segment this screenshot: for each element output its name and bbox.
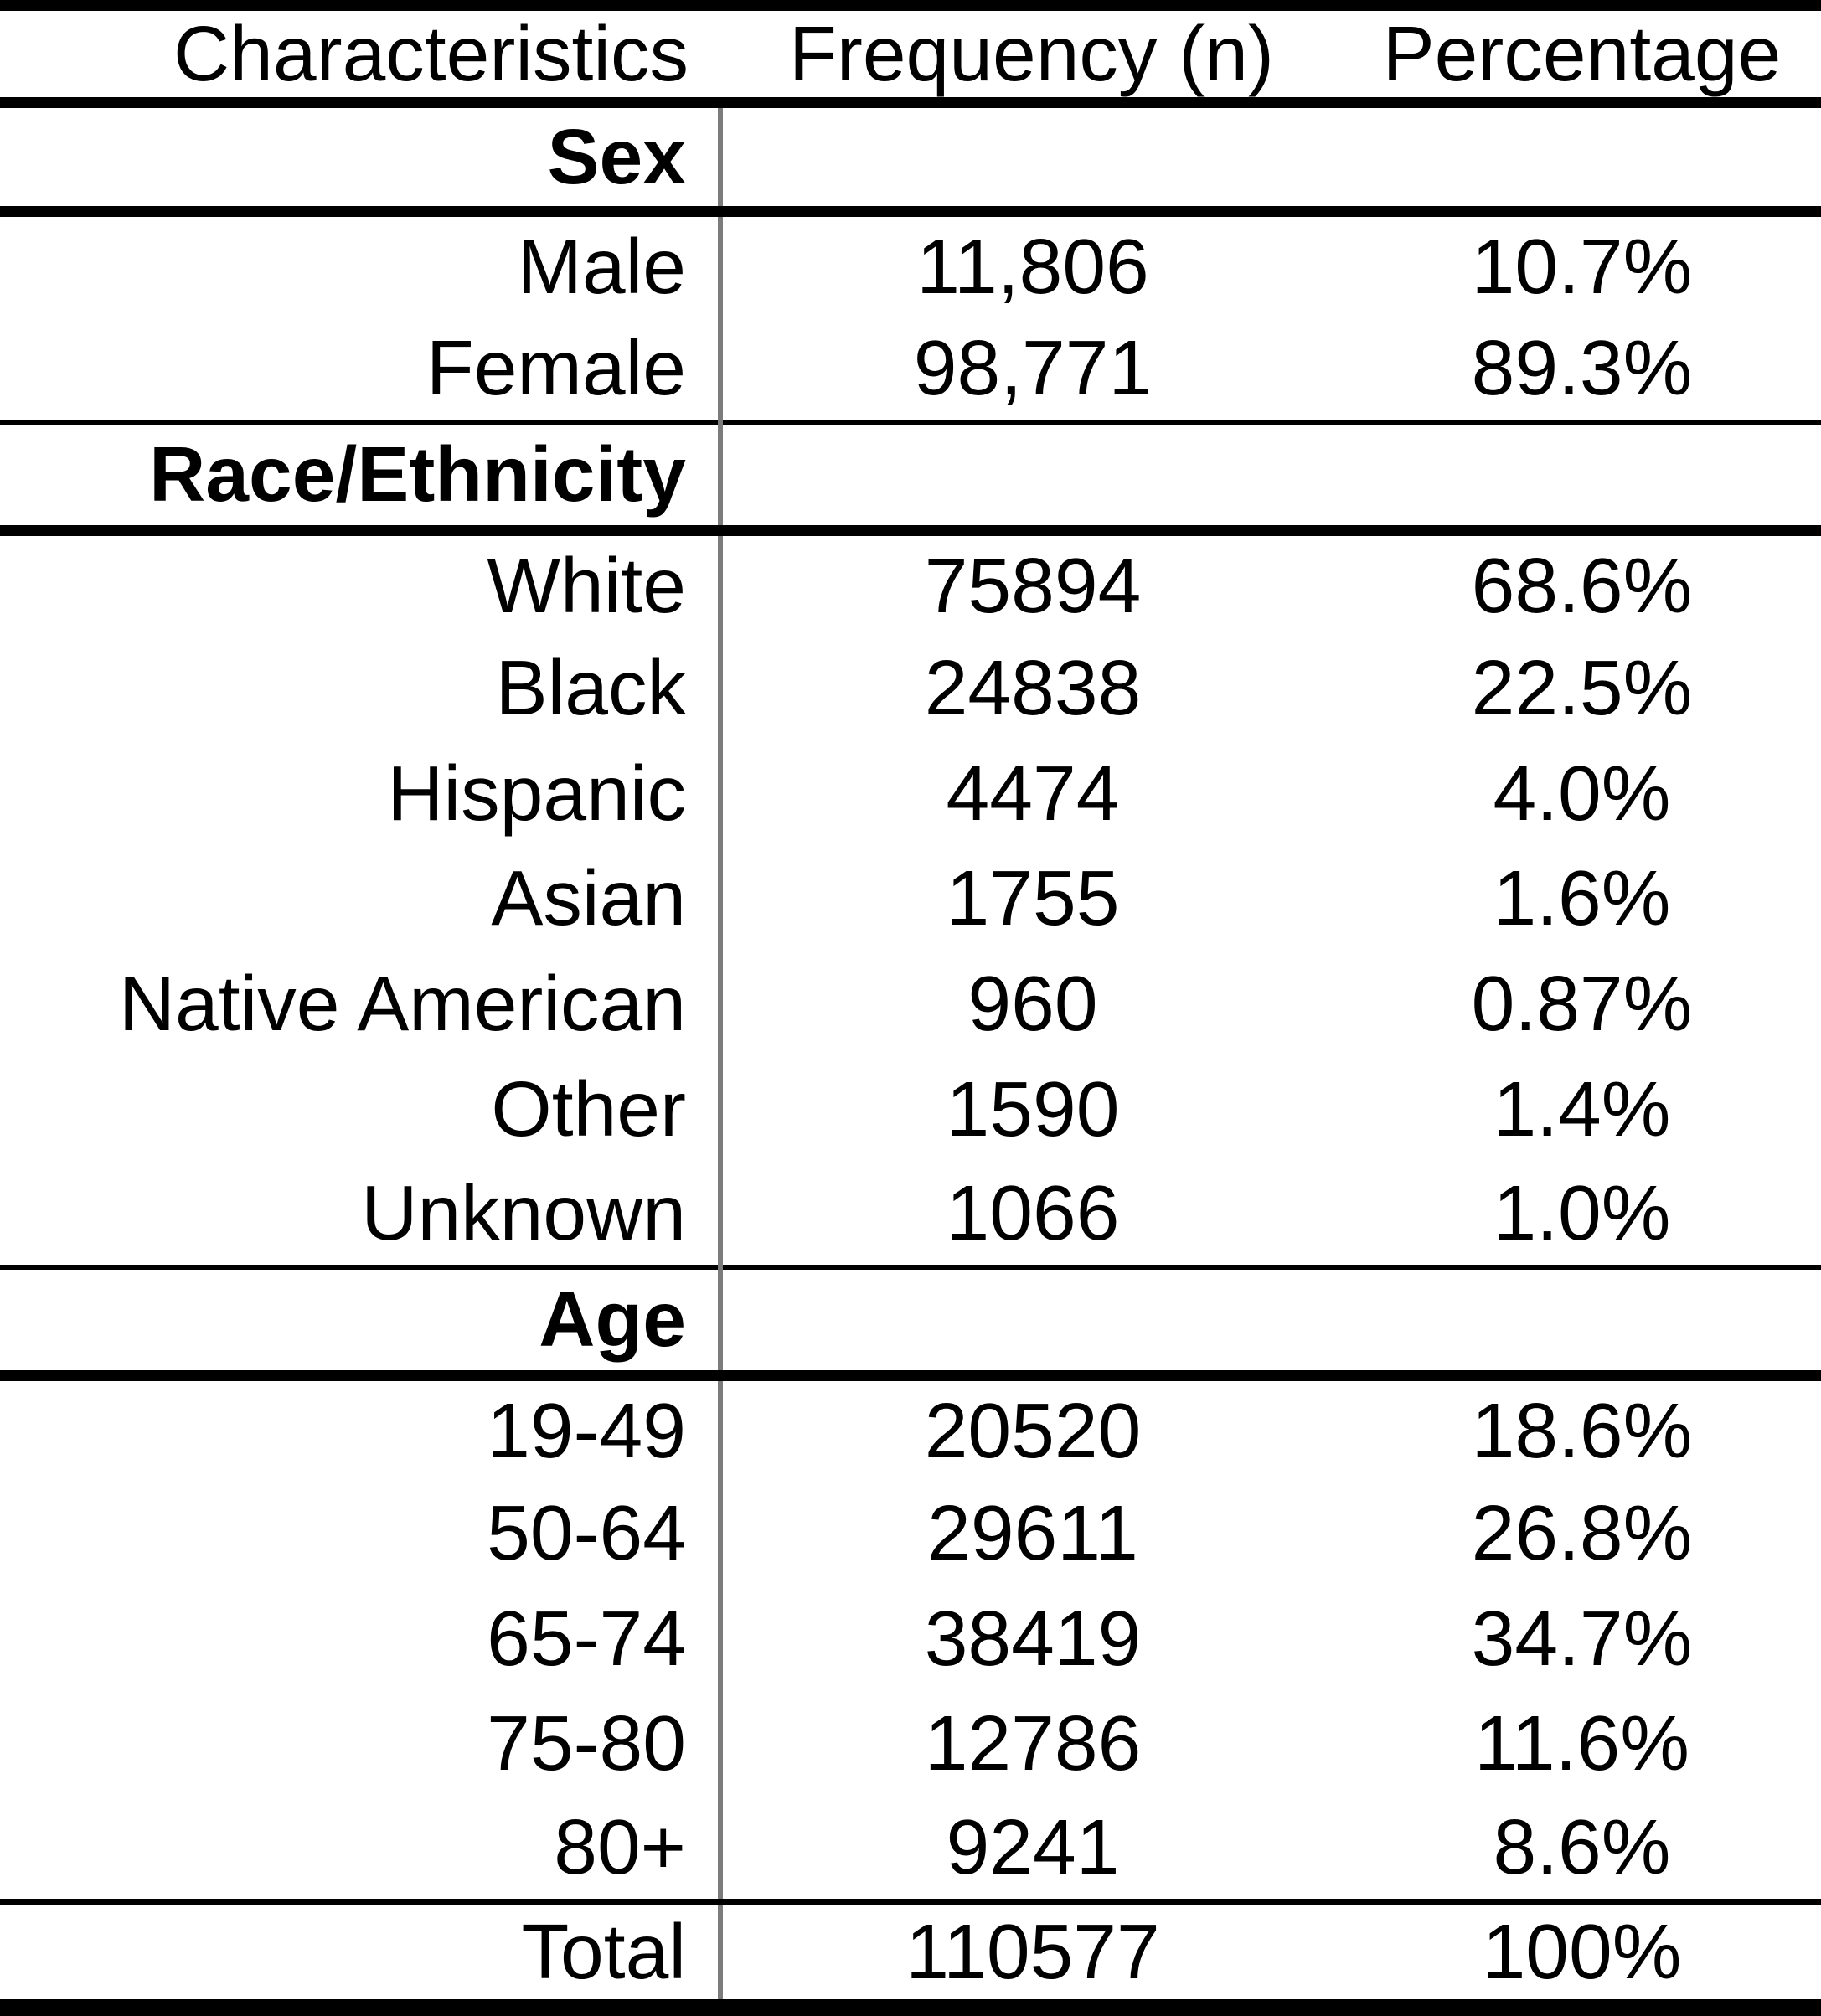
table-row: White 75894 68.6%	[0, 530, 1821, 636]
cell-frequency: 1066	[946, 1168, 1120, 1256]
table-row: 80+ 9241 8.6%	[0, 1796, 1821, 1902]
cell-frequency: 20520	[924, 1386, 1142, 1474]
cell-characteristic: 80+	[0, 1796, 723, 1902]
cell-characteristic: Asian	[0, 846, 723, 951]
column-header-characteristics: Characteristics	[0, 0, 720, 109]
cell-characteristic: Female	[0, 317, 723, 422]
cell-frequency: 24838	[924, 644, 1142, 732]
cell-characteristic: 50-64	[0, 1480, 723, 1586]
section-header-row: Age	[0, 1264, 1821, 1381]
table-row: 75-80 12786 11.6%	[0, 1691, 1821, 1797]
cell-percentage: 0.87%	[1471, 960, 1693, 1048]
section-header-row: Sex	[0, 102, 1821, 217]
cell-characteristic: Native American	[0, 951, 723, 1057]
cell-characteristic: 19-49	[0, 1375, 723, 1481]
total-frequency-cell: 110577	[720, 1898, 1343, 2016]
section-empty-frequency-cell	[720, 102, 1343, 217]
cell-characteristic: Male	[0, 211, 723, 317]
cell-percentage: 26.8%	[1471, 1489, 1693, 1577]
total-percentage-cell: 100%	[1343, 1898, 1821, 2016]
table-row: Unknown 1066 1.0%	[0, 1161, 1821, 1267]
cell-characteristic: Other	[0, 1056, 723, 1162]
table-header-row: Characteristics Frequency (n) Percentage	[0, 0, 1821, 109]
cell-characteristic: White	[0, 530, 723, 636]
total-row: Total 110577 100%	[0, 1898, 1821, 2016]
section-label: Sex	[0, 102, 723, 217]
cell-percentage: 1.4%	[1493, 1065, 1671, 1152]
table-row: Asian 1755 1.6%	[0, 846, 1821, 951]
table-row: Black 24838 22.5%	[0, 636, 1821, 741]
table-row: 50-64 29611 26.8%	[0, 1480, 1821, 1586]
cell-percentage: 34.7%	[1471, 1594, 1693, 1682]
cell-frequency: 9241	[946, 1803, 1120, 1891]
cell-frequency: 1590	[946, 1065, 1120, 1152]
section-empty-frequency-cell	[720, 419, 1343, 536]
cell-frequency: 960	[967, 960, 1098, 1048]
column-header-frequency: Frequency (n)	[720, 0, 1343, 109]
cell-percentage: 4.0%	[1493, 749, 1671, 837]
column-header-percentage: Percentage	[1343, 0, 1821, 109]
cell-characteristic: Unknown	[0, 1161, 723, 1267]
cell-characteristic: 65-74	[0, 1585, 723, 1692]
cell-percentage: 1.6%	[1493, 854, 1671, 942]
cell-frequency: 98,771	[913, 323, 1153, 411]
cell-frequency: 75894	[924, 541, 1142, 629]
cell-characteristic: 75-80	[0, 1691, 723, 1797]
table-row: 65-74 38419 34.7%	[0, 1585, 1821, 1692]
cell-percentage: 11.6%	[1474, 1699, 1689, 1787]
section-empty-percentage-cell	[1343, 102, 1821, 217]
cell-percentage: 10.7%	[1471, 223, 1693, 311]
cell-frequency: 1755	[946, 854, 1120, 942]
table-row: Male 11,806 10.7%	[0, 211, 1821, 317]
cell-percentage: 8.6%	[1493, 1803, 1671, 1891]
cell-frequency: 11,806	[916, 223, 1149, 311]
table-row: Other 1590 1.4%	[0, 1056, 1821, 1162]
section-empty-percentage-cell	[1343, 419, 1821, 536]
cell-characteristic: Hispanic	[0, 740, 723, 847]
section-header-row: Race/Ethnicity	[0, 419, 1821, 536]
section-label: Race/Ethnicity	[0, 419, 723, 536]
cell-frequency: 29611	[927, 1489, 1138, 1577]
cell-percentage: 18.6%	[1471, 1386, 1693, 1474]
table-row: Female 98,771 89.3%	[0, 317, 1821, 422]
table-row: Native American 960 0.87%	[0, 951, 1821, 1057]
cell-characteristic: Black	[0, 636, 723, 741]
table-row: Hispanic 4474 4.0%	[0, 740, 1821, 847]
cell-percentage: 89.3%	[1471, 323, 1693, 411]
section-empty-percentage-cell	[1343, 1264, 1821, 1381]
cell-frequency: 38419	[924, 1594, 1142, 1682]
table-row: 19-49 20520 18.6%	[0, 1375, 1821, 1481]
section-empty-frequency-cell	[720, 1264, 1343, 1381]
cell-percentage: 22.5%	[1471, 644, 1693, 732]
cell-percentage: 1.0%	[1493, 1168, 1671, 1256]
cell-frequency: 12786	[924, 1699, 1142, 1787]
cell-percentage: 68.6%	[1471, 541, 1693, 629]
cell-frequency: 4474	[946, 749, 1120, 837]
section-label: Age	[0, 1264, 723, 1381]
total-label-cell: Total	[0, 1898, 723, 2016]
